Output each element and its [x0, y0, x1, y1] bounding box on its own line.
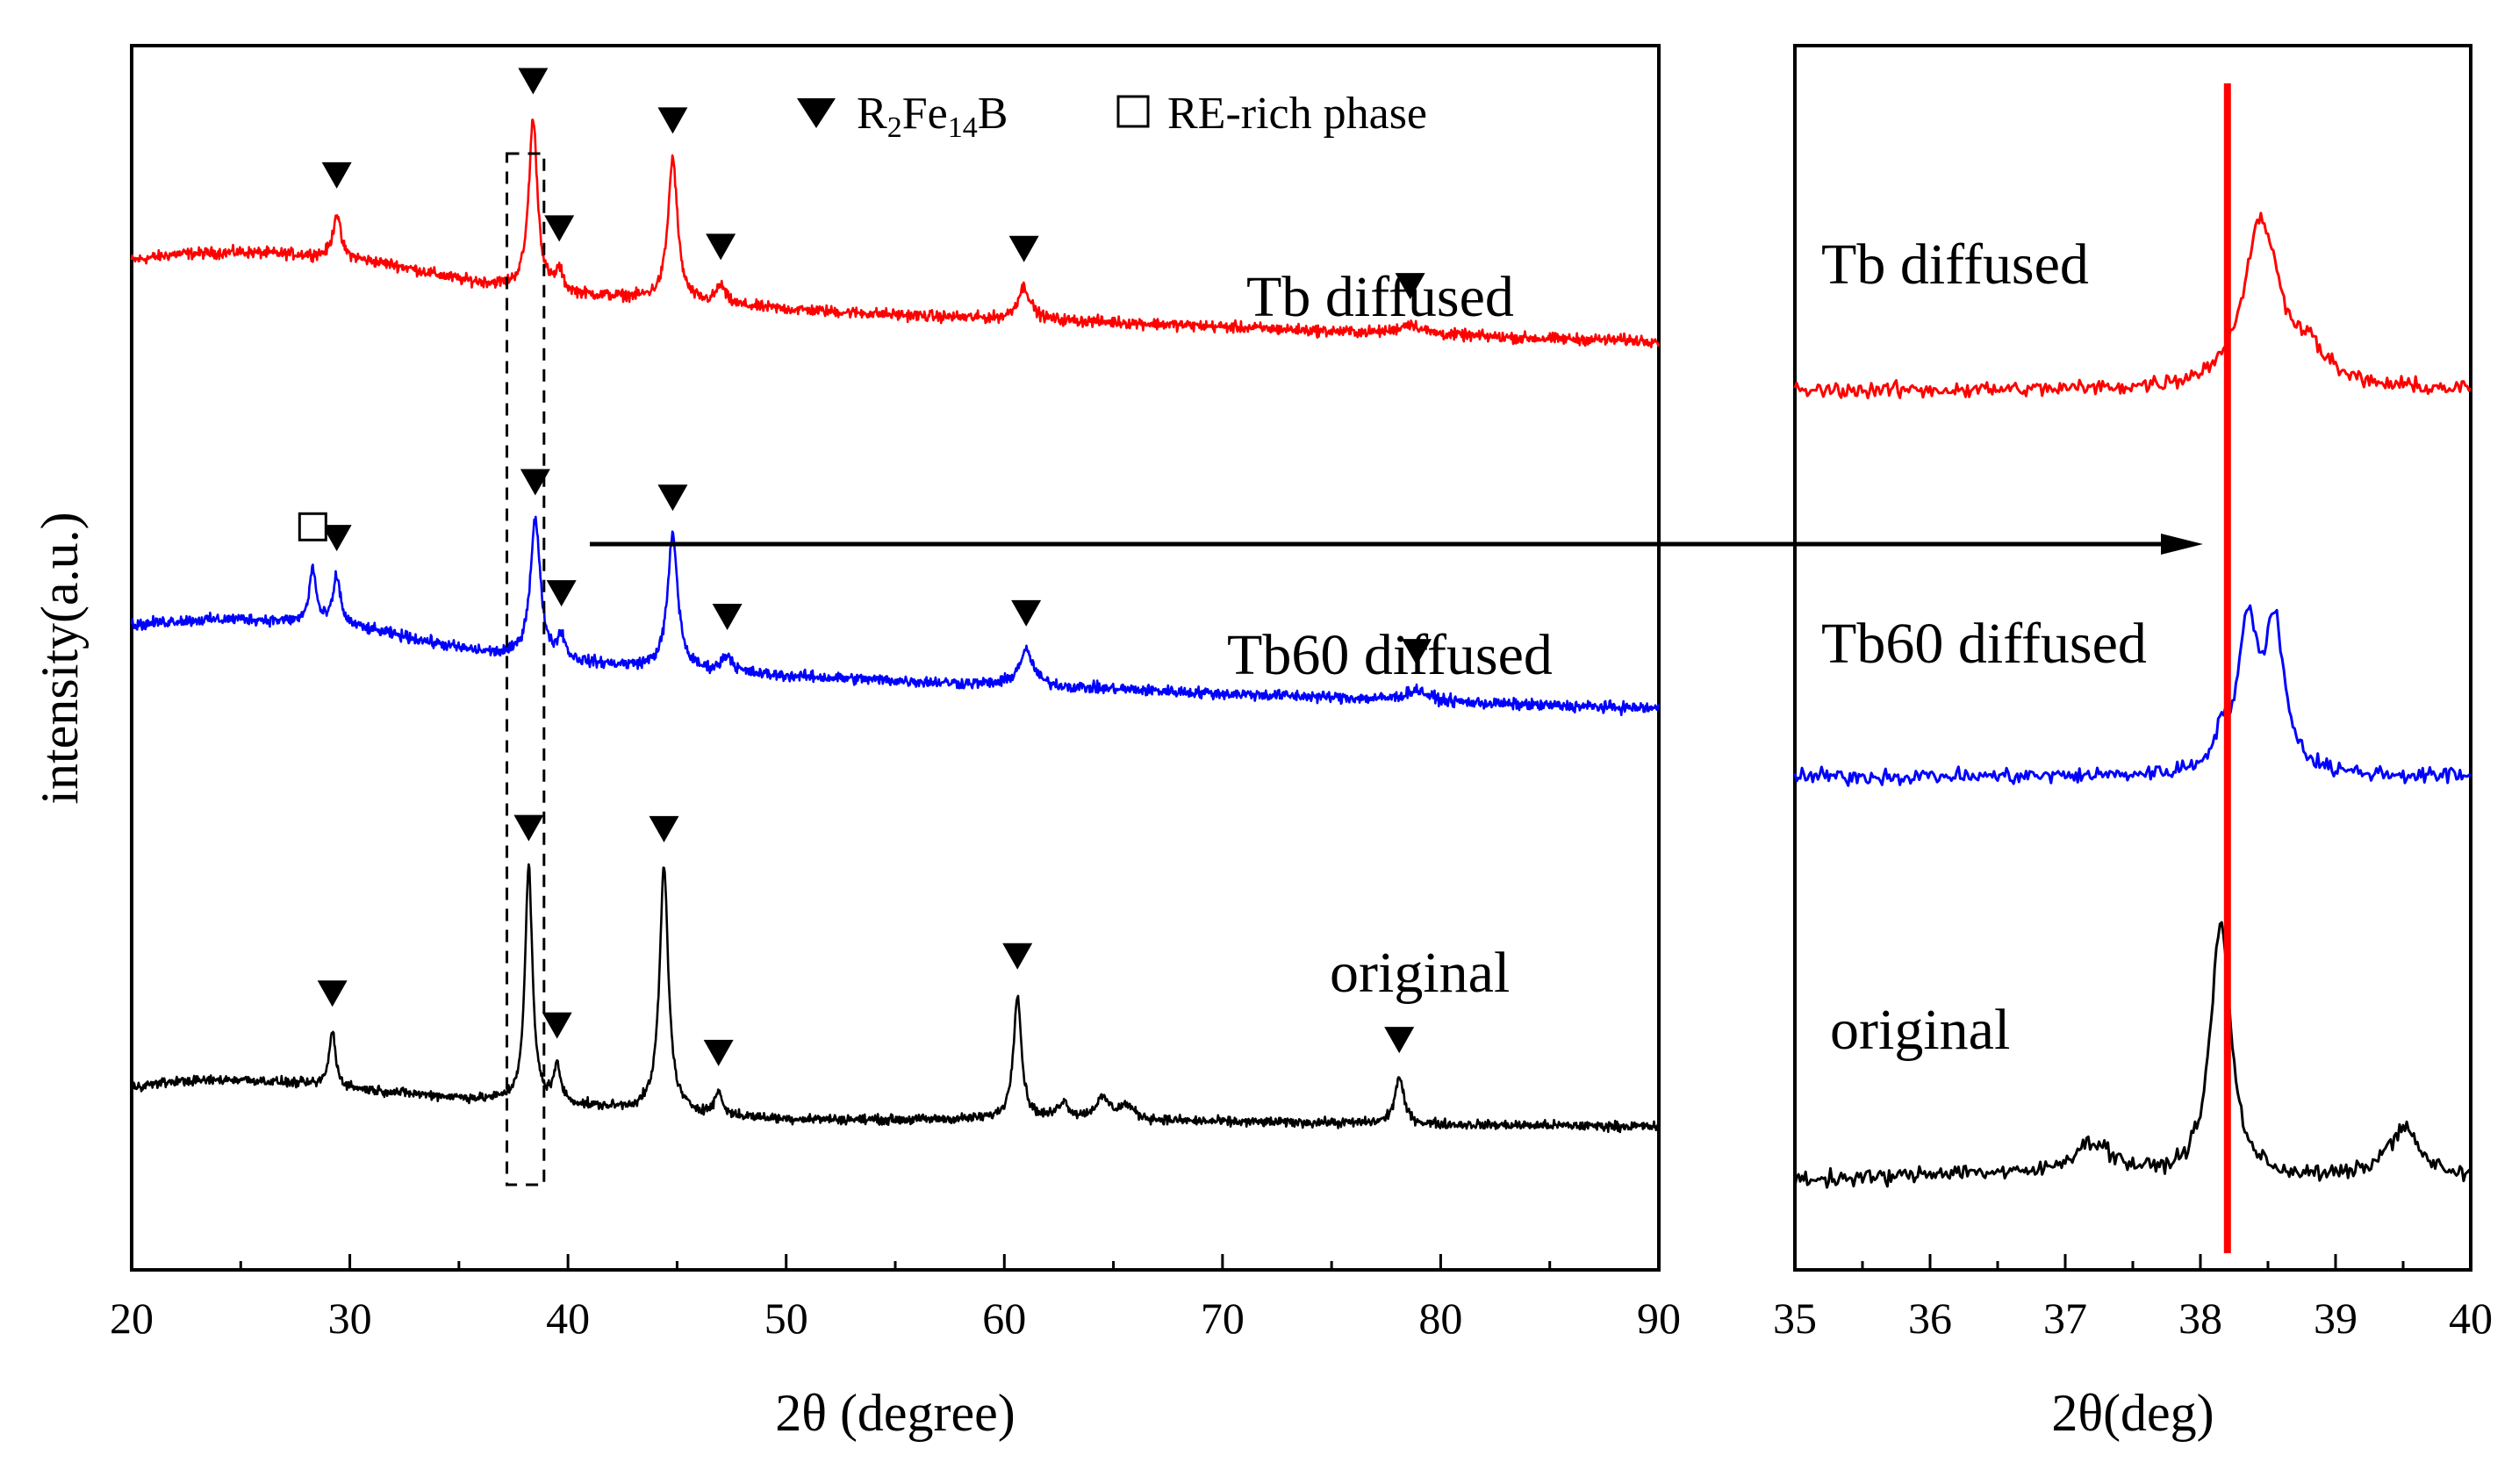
r2fe14b-peak-marker — [1384, 1027, 1415, 1054]
main-peak-markers — [298, 68, 1432, 1066]
main-x-tick-label: 20 — [110, 1294, 154, 1343]
highlight-box — [506, 152, 546, 1186]
r2fe14b-peak-marker — [317, 980, 348, 1007]
main-x-axis-label: 2θ (degree) — [775, 1384, 1015, 1442]
main-series-group — [130, 118, 1661, 1134]
r2fe14b-peak-marker — [1002, 943, 1033, 970]
label-tb-diffused: Tb diffused — [1246, 265, 1514, 329]
main-x-tick-label: 80 — [1418, 1294, 1462, 1343]
zoom-x-tick-label: 40 — [2449, 1294, 2493, 1343]
r2fe14b-peak-marker — [1395, 273, 1425, 300]
main-xrd-panel: 20 30 40 50 60 70 80 90 R2Fe14B RE-rich phase T… — [31, 44, 2203, 1442]
zoom-x-tick-label: 35 — [1773, 1294, 1817, 1343]
r2fe14b-peak-marker — [1008, 235, 1039, 262]
zoom-label-tb60-diffused: Tb60 diffused — [1821, 612, 2147, 676]
main-x-tick-label: 60 — [982, 1294, 1026, 1343]
series-line-tb60-diffused — [130, 515, 1660, 717]
r2fe14b-peak-marker — [649, 815, 679, 842]
label-tb60-diffused: Tb60 diffused — [1227, 623, 1553, 687]
r2fe14b-peak-marker — [1402, 639, 1432, 666]
main-x-tick-label: 90 — [1637, 1294, 1681, 1343]
legend: R2Fe14B RE-rich phase — [797, 89, 1427, 144]
main-x-tick-label: 50 — [764, 1294, 808, 1343]
zoom-x-axis-label: 2θ(deg) — [2051, 1384, 2214, 1442]
main-x-tick-label: 70 — [1201, 1294, 1245, 1343]
re-rich-peak-marker — [298, 512, 327, 541]
r2fe14b-peak-marker — [657, 107, 688, 134]
r2fe14b-peak-marker — [321, 161, 352, 189]
r2fe14b-peak-marker — [703, 1039, 734, 1066]
r2fe14b-peak-marker — [542, 1012, 572, 1039]
legend-triangle-marker — [797, 98, 836, 128]
r2fe14b-peak-marker — [1011, 599, 1042, 627]
arrow-head — [2161, 534, 2203, 555]
label-original: original — [1330, 941, 1510, 1005]
r2fe14b-peak-marker — [712, 603, 743, 630]
legend-entry-re-rich: RE-rich phase — [1167, 89, 1427, 139]
y-axis-label: intensity(a.u.) — [31, 512, 89, 804]
legend-square-marker — [1116, 95, 1150, 128]
zoom-x-ticks: 35 36 37 38 39 40 — [1773, 1254, 2493, 1343]
zoom-x-tick-label: 39 — [2314, 1294, 2358, 1343]
zoom-arrow — [590, 534, 2203, 555]
r2fe14b-peak-marker — [518, 68, 549, 95]
series-line-tb-diffused — [130, 118, 1661, 348]
zoom-x-tick-label: 38 — [2178, 1294, 2222, 1343]
zoom-x-tick-label: 36 — [1908, 1294, 1952, 1343]
zoom-series-line-tb-diffused — [1793, 211, 2472, 399]
r2fe14b-peak-marker — [513, 814, 544, 842]
r2fe14b-peak-marker — [520, 469, 550, 496]
series-line-original — [130, 863, 1661, 1134]
zoom-series-group — [1793, 211, 2472, 1189]
legend-entry-r2fe14b: R2Fe14B — [857, 89, 1008, 144]
zoom-series-line-tb60-diffused — [1793, 604, 2472, 787]
zoom-x-tick-label: 37 — [2043, 1294, 2087, 1343]
r2fe14b-peak-marker — [657, 484, 688, 512]
zoom-label-original: original — [1830, 998, 2010, 1062]
main-x-tick-label: 40 — [546, 1294, 590, 1343]
main-x-ticks: 20 30 40 50 60 70 80 90 — [110, 1254, 1681, 1343]
r2fe14b-peak-marker — [544, 215, 575, 242]
zoom-label-tb-diffused: Tb diffused — [1821, 233, 2089, 297]
r2fe14b-peak-marker — [321, 525, 352, 552]
zoom-series-line-original — [1793, 921, 2472, 1189]
r2fe14b-peak-marker — [706, 233, 736, 261]
r2fe14b-peak-marker — [546, 580, 577, 607]
zoom-panel: 35 36 37 38 39 40 Tb diffused Tb60 diffused o… — [1773, 44, 2493, 1442]
main-x-tick-label: 30 — [328, 1294, 372, 1343]
